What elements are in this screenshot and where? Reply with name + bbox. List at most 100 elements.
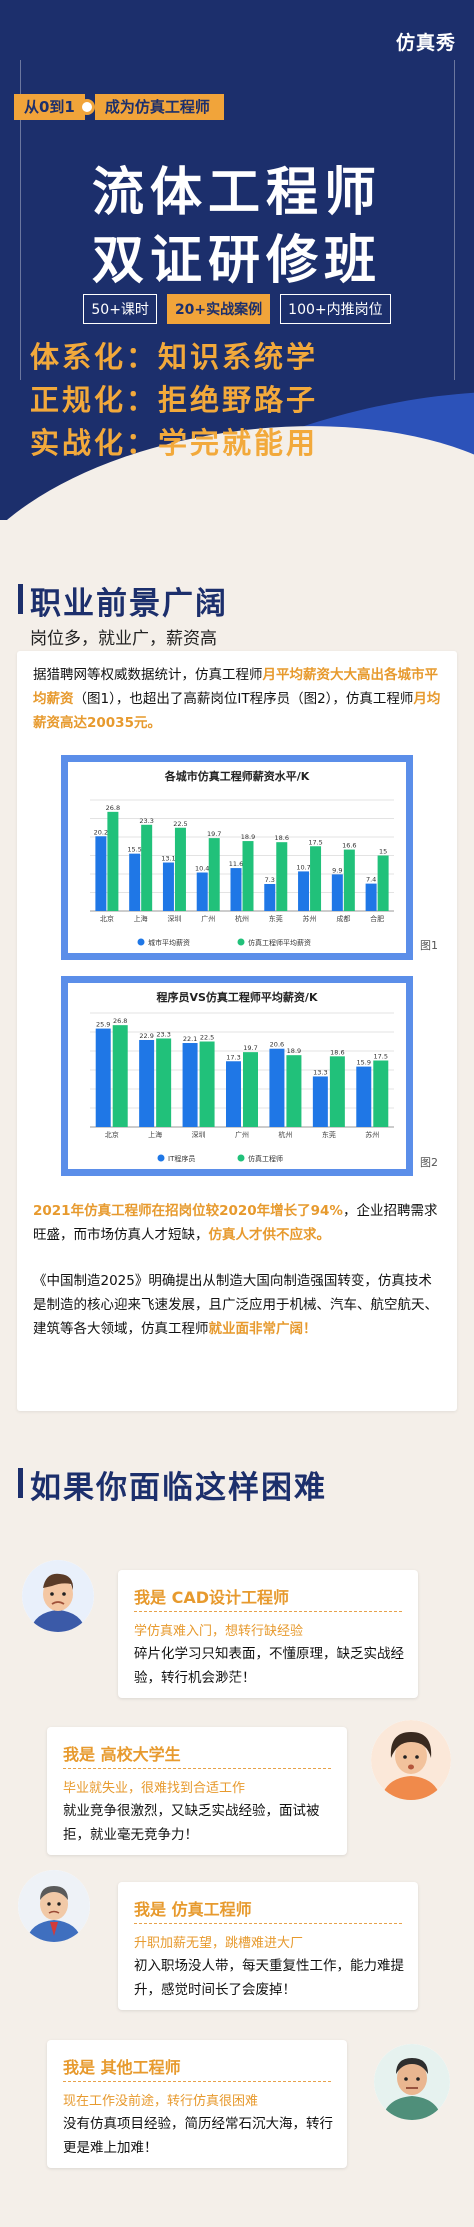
chart-bar	[312, 1076, 328, 1127]
chart-bar	[329, 1056, 345, 1127]
chart-bar	[162, 862, 174, 911]
policy-paragraph: 《中国制造2025》明确提出从制造大国向制造强国转变，仿真技术是制造的核心迎来飞…	[33, 1269, 443, 1341]
chart-data-label: 15.9	[357, 1059, 371, 1067]
chart-bar	[196, 872, 208, 911]
problems-heading: 如果你面临这样困难	[30, 1470, 327, 1506]
student-illustration	[371, 1720, 451, 1800]
role-name: 其他工程师	[100, 2058, 181, 2077]
intro-highlight-2: 月均薪资高达20035元。	[33, 691, 441, 731]
role-name: 高校大学生	[100, 1745, 181, 1764]
chart-data-label: 18.9	[287, 1047, 301, 1055]
problem-role: 我是 CAD设计工程师	[134, 1584, 289, 1608]
growth-paragraph: 2021年仿真工程师在招岗位较2020年增长了94%，企业招聘需求旺盛，而市场仿…	[33, 1199, 443, 1247]
chart-tick-label: 杭州	[235, 914, 249, 923]
chart-data-label: 10.4	[195, 865, 209, 873]
avatar-other-engineer	[374, 2044, 450, 2120]
chart-tick-label: 深圳	[167, 914, 181, 923]
problem-pain: 升职加薪无望，跳槽难进大厂	[134, 1936, 304, 1951]
chart-bar	[298, 871, 310, 911]
chart-data-label: 26.8	[113, 1017, 127, 1025]
chart-tick-label: 广州	[201, 914, 215, 923]
avatar-student	[371, 1720, 451, 1800]
chart-tick-label: 广州	[235, 1130, 249, 1139]
intro-text-1: 据猎聘网等权威数据统计，仿真工程师	[33, 667, 263, 683]
hero-title-line1: 流体工程师	[91, 163, 382, 223]
intro-paragraph: 据猎聘网等权威数据统计，仿真工程师月平均薪资大大高出各城市平均薪资（图1），也超…	[33, 663, 443, 735]
brand-logo: 仿真秀	[395, 32, 456, 54]
chart-tick-label: 杭州	[278, 1130, 292, 1139]
badge-jobs: 100+内推岗位	[280, 294, 391, 324]
chart-bar	[208, 838, 220, 911]
role-prefix: 我是	[134, 1588, 172, 1607]
problem-desc: 没有仿真项目经验，简历经常石沉大海，转行更是难上加难！	[63, 2116, 333, 2156]
chart-tick-label: 上海	[134, 914, 148, 923]
chart-data-label: 13.3	[313, 1068, 327, 1076]
chart-data-label: 17.5	[308, 838, 322, 846]
badge-hours: 50+课时	[83, 294, 157, 324]
problem-desc: 就业竞争很激烈，又缺乏实战经验，面试被拒，就业毫无竞争力！	[63, 1803, 320, 1843]
chart-bar	[310, 846, 322, 911]
chart-bar	[107, 811, 119, 911]
career-card: 据猎聘网等权威数据统计，仿真工程师月平均薪资大大高出各城市平均薪资（图1），也超…	[17, 651, 457, 1411]
chart-data-label: 18.9	[241, 833, 255, 841]
slogan-systematic: 体系化：知识系统学	[30, 340, 319, 374]
role-name: 仿真工程师	[171, 1900, 252, 1919]
chart-data-label: 19.7	[243, 1044, 257, 1052]
problems-section-header: 如果你面临这样困难	[18, 1462, 438, 1512]
chart-data-label: 11.6	[229, 860, 243, 868]
chart-data-label: 18.6	[275, 834, 289, 842]
chart-data-label: 18.6	[330, 1048, 344, 1056]
chart-bar	[373, 1060, 389, 1127]
chart-data-label: 19.7	[207, 830, 221, 838]
decor-line	[454, 60, 455, 380]
chart-tick-label: 上海	[148, 1130, 162, 1139]
chart-bar	[365, 883, 377, 911]
chart-tick-label: 成都	[336, 914, 350, 923]
chart-legend-label: 仿真工程师	[248, 1154, 283, 1163]
problem-card-student: 我是 高校大学生 毕业就失业，很难找到合适工作 就业竞争很激烈，又缺乏实战经验，…	[47, 1727, 347, 1855]
chart-legend-marker	[157, 1154, 165, 1162]
chart-tick-label: 苏州	[303, 914, 317, 923]
chart-tick-label: 合肥	[370, 914, 384, 923]
chart-bar	[377, 855, 389, 911]
hero-title-line2: 双证研修班	[91, 231, 382, 291]
chart-legend-marker	[137, 938, 145, 946]
divider	[63, 1768, 331, 1769]
problem-role: 我是 其他工程师	[63, 2054, 181, 2078]
tag-start: 从0到1	[14, 94, 85, 120]
chart-tick-label: 北京	[100, 914, 114, 923]
tag-goal: 成为仿真工程师	[94, 94, 224, 120]
chart-bar	[112, 1025, 128, 1127]
chart-frame-2: 程序员VS仿真工程师平均薪资/K 25.9 26.8 北京 22.9 23.3 上海 22.1…	[61, 976, 413, 1176]
intro-text-2: （图1），也超出了高薪岗位IT程序员（图2），仿真工程师	[73, 691, 414, 707]
chart-data-label: 22.9	[139, 1032, 153, 1040]
chart-bar	[95, 836, 107, 911]
chart-bar	[331, 874, 343, 911]
chart-data-label: 20.2	[94, 828, 108, 836]
chart-legend-label: 城市平均薪资	[148, 938, 190, 947]
chart-data-label: 9.9	[332, 866, 342, 874]
badge-cases: 20+实战案例	[166, 294, 271, 324]
career-section-header: 职业前景广阔 岗位多，就业广，薪资高	[18, 578, 438, 658]
chart-bar	[156, 1038, 172, 1127]
role-name: CAD设计工程师	[171, 1588, 289, 1607]
chart-data-label: 15	[379, 848, 387, 856]
chart-bar	[129, 853, 141, 911]
growth-highlight-1: 2021年仿真工程师在招岗位较2020年增长了94%	[33, 1203, 343, 1219]
heading-accent	[18, 1468, 23, 1498]
heading-accent	[18, 584, 23, 614]
chart-data-label: 7.3	[265, 876, 275, 884]
intro-highlight-1: 月平均薪资大大高出各城市平均薪资	[33, 667, 438, 707]
chart-bar	[269, 1048, 285, 1127]
chart-legend-label: 仿真工程师平均薪资	[248, 938, 311, 947]
chart-data-label: 10.7	[296, 863, 310, 871]
chart-bar	[356, 1066, 372, 1127]
chart-frame-1: 各城市仿真工程师薪资水平/K 20.2 26.8 北京 15.5 23.3 上海 13.1 22…	[61, 755, 413, 960]
problem-role: 我是 高校大学生	[63, 1741, 181, 1765]
chart-tick-label: 东莞	[269, 914, 283, 923]
chart-tick-label: 东莞	[322, 1130, 336, 1139]
role-prefix: 我是	[63, 2058, 101, 2077]
problem-desc: 碎片化学习只知表面，不懂原理，缺乏实战经验，转行机会渺茫！	[134, 1646, 404, 1686]
programmer-vs-sim-chart: 程序员VS仿真工程师平均薪资/K 25.9 26.8 北京 22.9 23.3 上海 22.1…	[90, 990, 394, 1163]
